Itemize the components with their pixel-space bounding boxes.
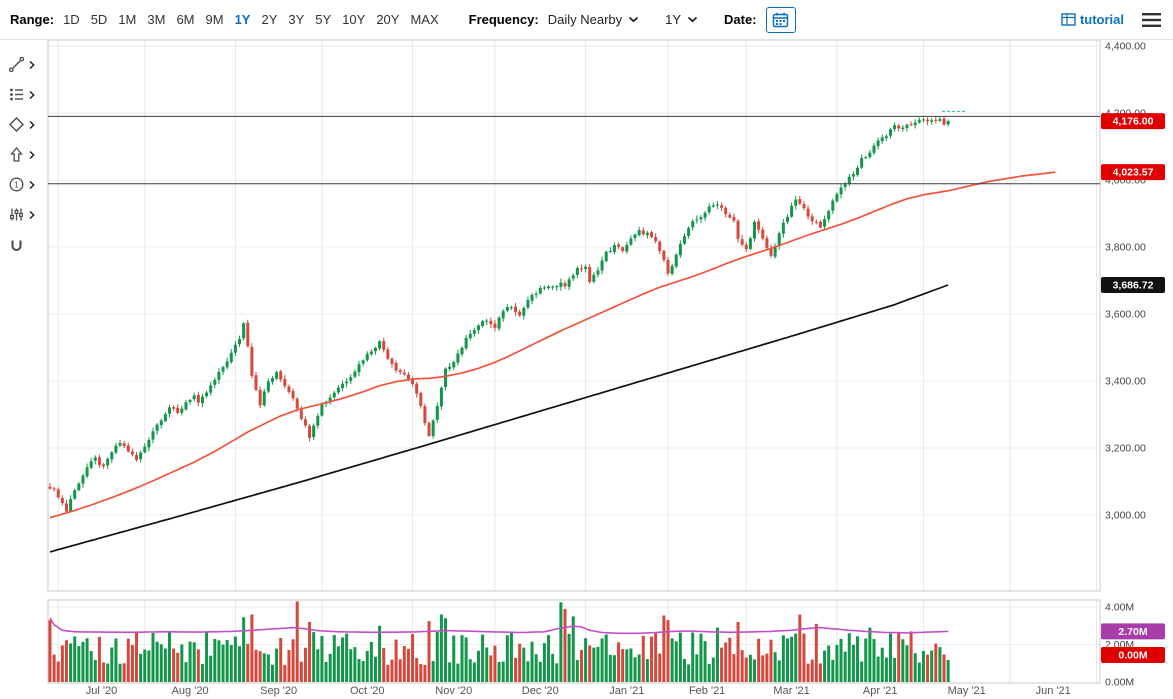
svg-text:Feb '21: Feb '21 bbox=[689, 685, 725, 697]
grid-icon bbox=[1061, 13, 1076, 26]
period-value: 1Y bbox=[665, 12, 682, 27]
ma-fast-line bbox=[49, 171, 1056, 519]
chevron-right-icon bbox=[29, 60, 35, 69]
range-button-5Y[interactable]: 5Y bbox=[315, 12, 332, 27]
date-picker-button[interactable] bbox=[765, 6, 796, 33]
gridlines bbox=[48, 40, 1100, 683]
svg-text:Dec '20: Dec '20 bbox=[522, 685, 559, 697]
range-button-3Y[interactable]: 3Y bbox=[288, 12, 305, 27]
brand-label: tutorial bbox=[1079, 12, 1124, 27]
magnet-icon bbox=[11, 240, 22, 251]
ma-fast-value-badge: 4,023.57 bbox=[1101, 164, 1165, 181]
shapes-icon bbox=[9, 117, 24, 132]
frequency-label: Frequency: bbox=[468, 12, 539, 27]
hamburger-menu-button[interactable] bbox=[1140, 11, 1163, 29]
volume-pane-border bbox=[47, 599, 1101, 684]
chevron-right-icon bbox=[29, 120, 35, 129]
svg-text:3,686.72: 3,686.72 bbox=[1113, 279, 1154, 291]
chevron-right-icon bbox=[29, 90, 35, 99]
date-label: Date: bbox=[724, 12, 757, 27]
last-price-badge: 4,176.00 bbox=[1101, 113, 1165, 130]
range-button-1M[interactable]: 1M bbox=[118, 12, 137, 27]
svg-text:Jul '20: Jul '20 bbox=[86, 685, 117, 697]
tutorial-link[interactable]: tutorial bbox=[1061, 12, 1124, 27]
range-selector: 1D 5D 1M 3M 6M 9M 1Y 2Y 3Y 5Y 10Y 20Y MAX bbox=[63, 12, 439, 27]
svg-text:Apr '21: Apr '21 bbox=[863, 685, 898, 697]
candles bbox=[48, 115, 950, 514]
svg-text:1: 1 bbox=[14, 180, 19, 190]
frequency-dropdown[interactable]: Daily Nearby bbox=[548, 12, 639, 27]
study-list-icon bbox=[10, 88, 23, 101]
range-button-1D[interactable]: 1D bbox=[63, 12, 80, 27]
range-button-20Y[interactable]: 20Y bbox=[376, 12, 400, 27]
range-button-MAX[interactable]: MAX bbox=[410, 12, 439, 27]
svg-text:4,023.57: 4,023.57 bbox=[1113, 167, 1154, 179]
chevron-right-icon bbox=[29, 150, 35, 159]
svg-text:0.00M: 0.00M bbox=[1105, 677, 1134, 689]
arrow-tool[interactable] bbox=[2, 144, 46, 165]
range-button-5D[interactable]: 5D bbox=[90, 12, 108, 27]
svg-text:2.70M: 2.70M bbox=[1118, 626, 1147, 638]
svg-text:4.00M: 4.00M bbox=[1105, 602, 1134, 614]
ma-slow-line bbox=[49, 284, 949, 553]
chevron-down-icon bbox=[629, 16, 639, 23]
svg-text:Aug '20: Aug '20 bbox=[172, 685, 209, 697]
chevron-down-icon bbox=[687, 16, 698, 23]
hamburger-icon bbox=[1142, 12, 1161, 27]
drawing-tools-strip: 1 bbox=[2, 54, 46, 257]
svg-text:4,400.00: 4,400.00 bbox=[1105, 41, 1146, 53]
svg-text:3,400.00: 3,400.00 bbox=[1105, 376, 1146, 388]
volume-average-line bbox=[49, 617, 949, 635]
frequency-value: Daily Nearby bbox=[547, 12, 623, 27]
svg-text:May '21: May '21 bbox=[948, 685, 986, 697]
volume-bars bbox=[48, 601, 950, 682]
range-label: Range: bbox=[10, 12, 55, 27]
sliders-tool[interactable] bbox=[2, 204, 46, 225]
study-list-tool[interactable] bbox=[2, 84, 46, 105]
range-button-3M[interactable]: 3M bbox=[147, 12, 166, 27]
svg-text:Jun '21: Jun '21 bbox=[1036, 685, 1071, 697]
sliders-icon bbox=[9, 208, 24, 221]
chevron-right-icon bbox=[29, 210, 35, 219]
period-dropdown[interactable]: 1Y bbox=[665, 12, 698, 27]
trendline-icon bbox=[8, 56, 25, 73]
number-annotation-tool[interactable]: 1 bbox=[2, 174, 46, 195]
range-button-6M[interactable]: 6M bbox=[176, 12, 195, 27]
svg-text:Jan '21: Jan '21 bbox=[609, 685, 644, 697]
svg-text:Mar '21: Mar '21 bbox=[773, 685, 809, 697]
svg-text:Nov '20: Nov '20 bbox=[435, 685, 472, 697]
shapes-tool[interactable] bbox=[2, 114, 46, 135]
range-button-1Y[interactable]: 1Y bbox=[234, 12, 251, 27]
arrow-icon bbox=[10, 146, 23, 162]
range-button-9M[interactable]: 9M bbox=[205, 12, 224, 27]
svg-text:3,000.00: 3,000.00 bbox=[1105, 510, 1146, 522]
calendar-icon bbox=[772, 12, 789, 27]
chevron-right-icon bbox=[29, 180, 35, 189]
chart-toolbar: Range: 1D 5D 1M 3M 6M 9M 1Y 2Y 3Y 5Y 10Y 20Y MAX Fre… bbox=[0, 0, 1173, 40]
range-button-10Y[interactable]: 10Y bbox=[342, 12, 366, 27]
range-button-2Y[interactable]: 2Y bbox=[261, 12, 278, 27]
svg-text:Oct '20: Oct '20 bbox=[350, 685, 385, 697]
svg-text:4,176.00: 4,176.00 bbox=[1113, 116, 1154, 128]
volume-avg-value-badge: 2.70M bbox=[1101, 623, 1165, 640]
trendline-tool[interactable] bbox=[2, 54, 46, 75]
number-annotation-icon: 1 bbox=[9, 177, 24, 192]
svg-text:3,800.00: 3,800.00 bbox=[1105, 242, 1146, 254]
svg-text:Sep '20: Sep '20 bbox=[260, 685, 297, 697]
volume-value-badge: 0.00M bbox=[1101, 647, 1165, 663]
svg-text:3,600.00: 3,600.00 bbox=[1105, 309, 1146, 321]
svg-text:0.00M: 0.00M bbox=[1118, 650, 1147, 662]
price-pane-border bbox=[47, 39, 1101, 592]
ma-slow-value-badge: 3,686.72 bbox=[1101, 276, 1165, 293]
svg-text:3,200.00: 3,200.00 bbox=[1105, 443, 1146, 455]
magnet-tool[interactable] bbox=[2, 236, 46, 257]
time-axis: Jul '20 Aug '20 Sep '20 Oct '20 Nov '20 Dec '… bbox=[86, 685, 1071, 697]
